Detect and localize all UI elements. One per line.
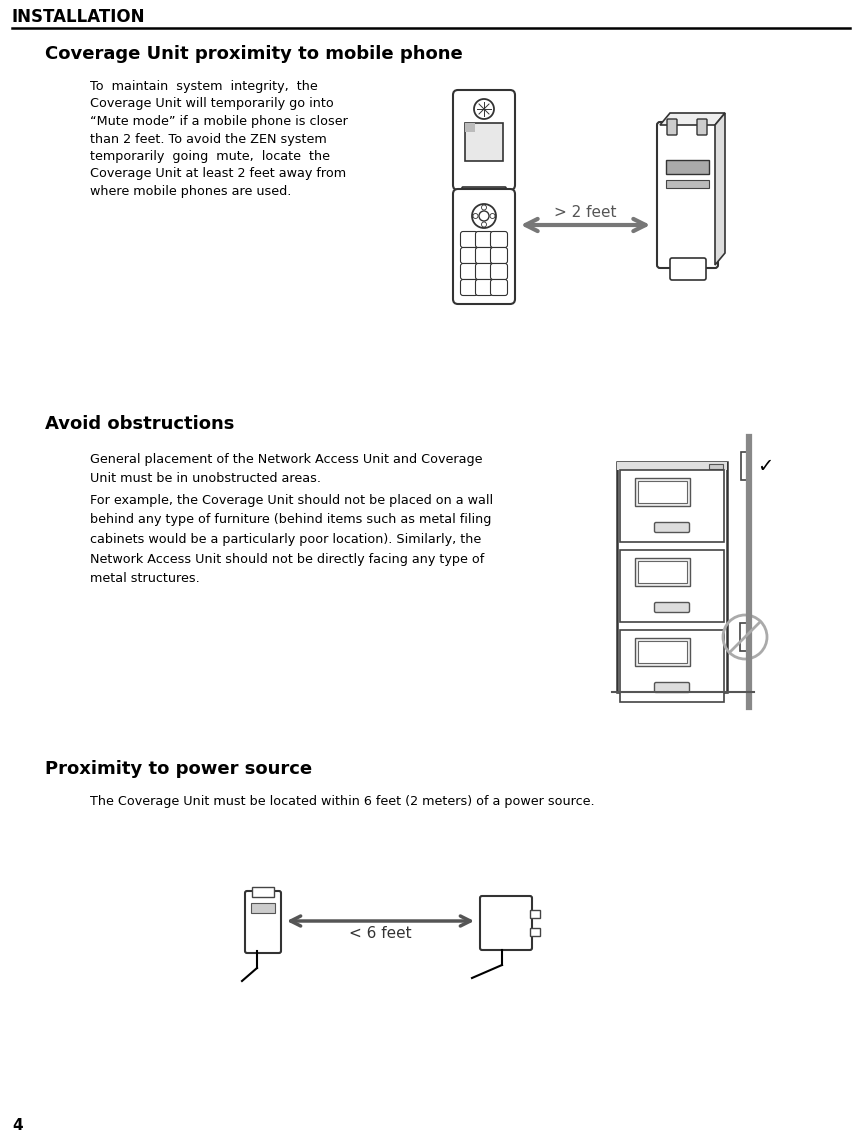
Text: temporarily  going  mute,  locate  the: temporarily going mute, locate the <box>90 150 330 163</box>
FancyBboxPatch shape <box>475 279 492 295</box>
FancyBboxPatch shape <box>653 523 689 533</box>
FancyBboxPatch shape <box>490 279 507 295</box>
Bar <box>637 641 686 663</box>
Text: ✓: ✓ <box>756 457 772 476</box>
Text: 4: 4 <box>12 1119 22 1131</box>
Bar <box>530 929 539 936</box>
Text: > 2 feet: > 2 feet <box>554 205 616 221</box>
FancyBboxPatch shape <box>461 187 505 197</box>
Bar <box>739 623 748 651</box>
Bar <box>616 461 726 470</box>
FancyBboxPatch shape <box>480 896 531 950</box>
Polygon shape <box>714 113 724 265</box>
FancyBboxPatch shape <box>475 232 492 248</box>
Bar <box>619 470 723 542</box>
Text: than 2 feet. To avoid the ZEN system: than 2 feet. To avoid the ZEN system <box>90 132 326 146</box>
Bar <box>464 123 474 132</box>
Circle shape <box>472 204 495 228</box>
FancyBboxPatch shape <box>245 891 281 953</box>
Bar <box>666 159 709 174</box>
FancyBboxPatch shape <box>475 248 492 264</box>
FancyBboxPatch shape <box>460 264 477 279</box>
FancyBboxPatch shape <box>460 248 477 264</box>
FancyBboxPatch shape <box>453 189 514 304</box>
Circle shape <box>481 222 486 227</box>
FancyBboxPatch shape <box>653 682 689 692</box>
Text: where mobile phones are used.: where mobile phones are used. <box>90 185 291 198</box>
FancyBboxPatch shape <box>475 264 492 279</box>
FancyBboxPatch shape <box>460 232 477 248</box>
FancyBboxPatch shape <box>653 603 689 613</box>
Text: “Mute mode” if a mobile phone is closer: “Mute mode” if a mobile phone is closer <box>90 115 348 128</box>
Polygon shape <box>660 113 724 126</box>
Bar <box>619 550 723 622</box>
Bar <box>251 903 275 913</box>
FancyBboxPatch shape <box>697 119 706 135</box>
Text: Coverage Unit at least 2 feet away from: Coverage Unit at least 2 feet away from <box>90 167 346 181</box>
Text: The Coverage Unit must be located within 6 feet (2 meters) of a power source.: The Coverage Unit must be located within… <box>90 795 594 808</box>
Bar <box>635 558 689 586</box>
Circle shape <box>473 214 478 218</box>
FancyBboxPatch shape <box>490 248 507 264</box>
FancyBboxPatch shape <box>666 119 676 135</box>
Circle shape <box>479 211 488 221</box>
Text: To  maintain  system  integrity,  the: To maintain system integrity, the <box>90 80 318 93</box>
Bar <box>635 478 689 506</box>
Bar <box>637 561 686 582</box>
Text: < 6 feet: < 6 feet <box>349 926 412 941</box>
Circle shape <box>474 100 493 119</box>
Text: Avoid obstructions: Avoid obstructions <box>45 415 234 433</box>
FancyBboxPatch shape <box>490 232 507 248</box>
FancyBboxPatch shape <box>656 122 717 268</box>
Circle shape <box>489 214 494 218</box>
Circle shape <box>481 205 486 210</box>
Bar <box>530 910 539 918</box>
Bar <box>616 461 726 692</box>
Text: Proximity to power source: Proximity to power source <box>45 760 312 778</box>
Bar <box>464 123 503 161</box>
Bar <box>740 452 749 480</box>
FancyBboxPatch shape <box>453 90 514 190</box>
Bar <box>666 180 709 188</box>
Text: For example, the Coverage Unit should not be placed on a wall
behind any type of: For example, the Coverage Unit should no… <box>90 494 492 585</box>
Bar <box>637 481 686 503</box>
Bar <box>619 630 723 702</box>
Bar <box>251 887 274 897</box>
Text: Coverage Unit will temporarily go into: Coverage Unit will temporarily go into <box>90 97 333 111</box>
Text: Coverage Unit proximity to mobile phone: Coverage Unit proximity to mobile phone <box>45 45 462 63</box>
FancyBboxPatch shape <box>669 258 705 280</box>
Text: General placement of the Network Access Unit and Coverage
Unit must be in unobst: General placement of the Network Access … <box>90 454 482 485</box>
Text: INSTALLATION: INSTALLATION <box>12 8 146 26</box>
FancyBboxPatch shape <box>460 279 477 295</box>
FancyBboxPatch shape <box>490 264 507 279</box>
Bar <box>709 464 722 469</box>
Bar <box>635 638 689 666</box>
